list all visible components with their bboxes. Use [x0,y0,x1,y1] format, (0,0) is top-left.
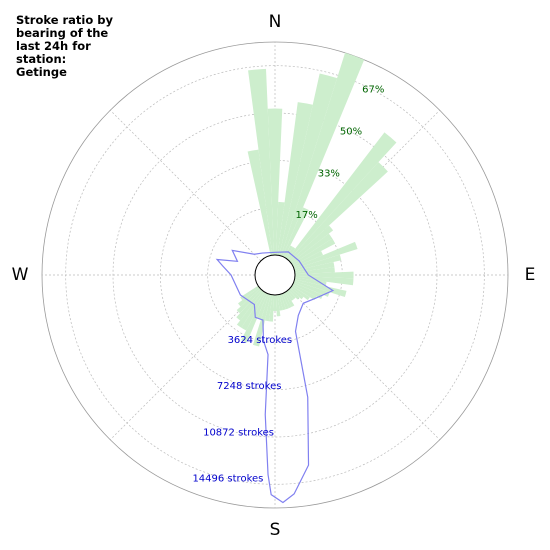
ratio-bar [288,288,300,300]
ratio-bar [277,102,313,256]
ratio-bar [294,271,354,279]
chart-labels: N E S W 17% 33% 50% 67% 3624 strokes 7248 strokes… [12,12,536,540]
ratio-bar [290,285,310,301]
ratio-bar [287,132,397,261]
ratio-bar [289,287,304,300]
ratio-bar [238,287,261,307]
chart-title: Stroke ratio by bearing of the last 24h … [16,14,136,79]
ratio-bar [289,225,334,263]
stroke-tick-label: 3624 strokes [228,335,293,346]
ratio-bar [293,281,330,297]
stroke-line [215,249,335,504]
ratio-bar [287,289,296,300]
grid-spoke [109,288,262,441]
ratio-bar [294,254,342,271]
stroke-tick-label: 14496 strokes [192,473,263,484]
ratio-bar [252,294,271,347]
ratio-tick-label: 33% [318,168,340,179]
ratio-bar [291,238,336,266]
ratio-bar [273,294,277,311]
ratio-bar [241,291,266,331]
chart-title-line: bearing of the [16,26,109,40]
grid-spoke [288,288,441,441]
ratio-bar [294,275,354,286]
ratio-bar [282,207,309,258]
ratio-bar [247,149,273,256]
chart-title-line: Stroke ratio by [16,13,113,27]
ratio-bars [236,52,397,347]
compass-label-w: W [12,265,29,285]
chart-title-line: last 24h for [16,39,91,53]
ratio-bar [236,289,263,321]
ratio-bar [288,162,388,262]
ratio-bar [285,290,294,301]
chart-title-line: station: [16,52,67,66]
grid-spoke [109,109,262,262]
ratio-bar [294,279,347,298]
grid-spoke [288,109,441,262]
ratio-bar [290,233,333,265]
ratio-bar [281,52,365,257]
ratio-bar [294,277,327,287]
ratio-bar [277,294,283,311]
ratio-bar [257,293,269,320]
ratio-tick-label: 50% [340,126,362,137]
compass-label-e: E [525,265,536,285]
ratio-tick-label: 17% [295,210,317,221]
ratio-bar [282,292,292,309]
ratio-bar [291,284,317,301]
stroke-tick-label: 10872 strokes [203,427,274,438]
ratio-bar [293,241,358,269]
ratio-bar [275,294,281,317]
ratio-tick-label: 67% [362,85,384,96]
compass-label-s: S [270,520,281,540]
center-circle [254,254,296,296]
ratio-bar [294,267,335,275]
compass-label-n: N [269,12,282,32]
ratio-bar [248,68,275,256]
ratio-bar [279,294,286,311]
ratio-bar [240,285,260,301]
ratio-bar [236,290,265,328]
stroke-tick-label: 7248 strokes [217,381,282,392]
ratio-bar [292,282,323,299]
ratio-bar [268,294,275,322]
ratio-bar [267,108,283,256]
ratio-bar [264,294,273,322]
grid-circle [159,159,391,391]
ratio-bar [284,291,295,307]
chart-title-line: Getinge [16,65,67,79]
ratio-bar [275,201,285,256]
stroke-series-line [215,249,335,504]
ratio-bar [279,73,338,256]
ratio-bar [241,292,268,343]
ratio-bar [281,293,289,310]
